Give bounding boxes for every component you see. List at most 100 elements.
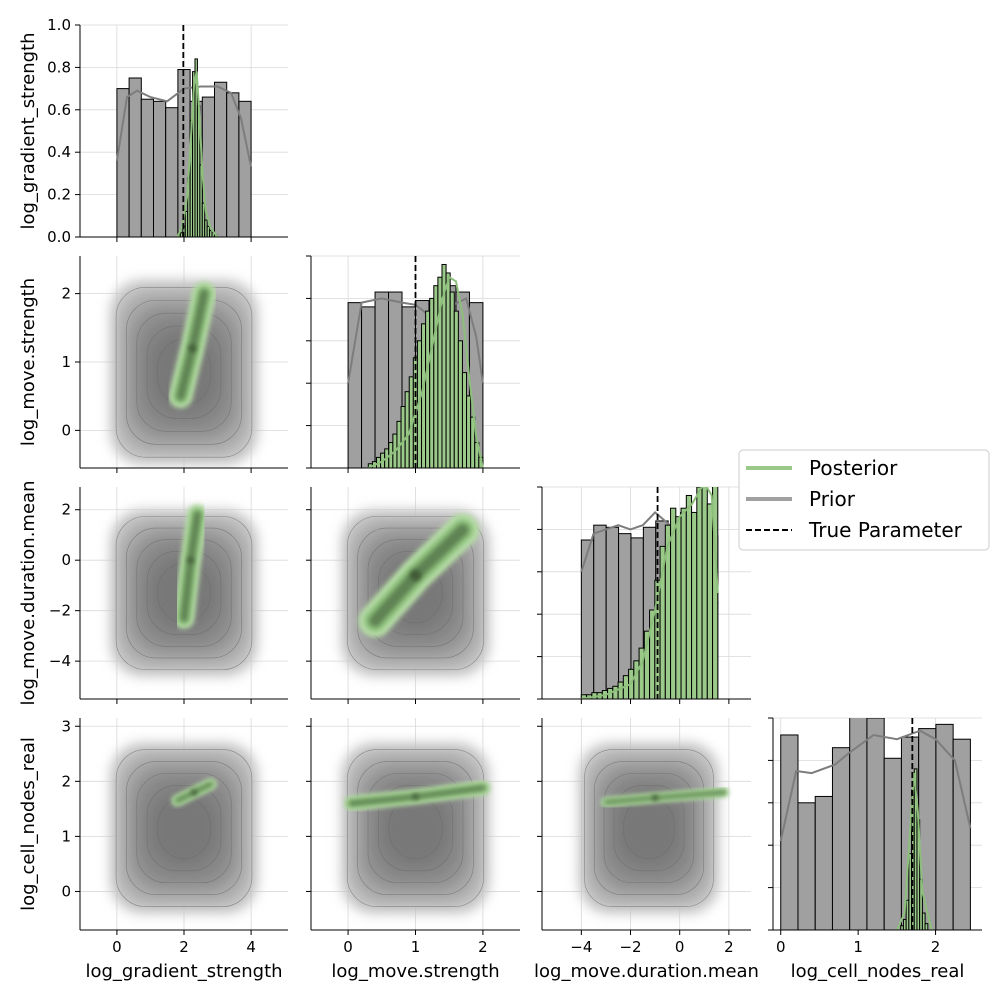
prior-hist-bar: [374, 291, 390, 468]
y-tick-label: 2: [61, 285, 71, 303]
posterior-hist-bar: [429, 297, 435, 468]
legend-label-posterior: Posterior: [809, 456, 898, 480]
y-tick-label: 0.4: [47, 143, 71, 161]
x-tick-label: 0: [343, 938, 353, 956]
prior-hist-bar: [128, 77, 142, 237]
legend-label-prior: Prior: [809, 487, 856, 511]
posterior-kde-contours: [343, 780, 491, 812]
posterior-hist-bar: [675, 516, 682, 699]
y-tick-label: −2: [49, 602, 71, 620]
panel-1-0: 0 1 2 log_move.strength: [18, 256, 288, 473]
posterior-hist-bar: [461, 372, 468, 468]
posterior-hist-bar: [404, 391, 410, 468]
prior-hist-bar: [213, 81, 228, 237]
posterior-hist-bar: [696, 487, 703, 699]
y-tick-label: −4: [49, 652, 71, 670]
prior-hist-bar: [814, 795, 833, 930]
x-tick-label: −2: [619, 938, 641, 956]
y-tick-label: 0.6: [47, 101, 71, 119]
y-axis-label: log_cell_nodes_real: [18, 737, 39, 911]
posterior-kde-line: [581, 487, 719, 699]
posterior-hist-bar: [433, 285, 439, 468]
x-axis-label: log_move.strength: [331, 961, 499, 982]
y-tick-label: 2: [61, 501, 71, 519]
prior-hist-bar: [605, 526, 620, 699]
posterior-kde-line: [367, 275, 484, 468]
posterior-hist-bar: [425, 310, 431, 468]
prior-hist-bar: [952, 738, 971, 930]
y-tick-label: 3: [61, 717, 71, 735]
panel-3-1: 0 1 2 log_move.strength: [306, 718, 520, 982]
prior-hist-bar: [226, 92, 240, 237]
posterior-hist-bar: [449, 291, 455, 468]
legend: Posterior Prior True Parameter: [738, 449, 990, 551]
panel-2-2: [537, 486, 751, 704]
y-tick-label: 1: [61, 353, 71, 371]
legend-box: [738, 449, 990, 551]
posterior-hist-bar: [453, 310, 459, 468]
y-tick-label: 0: [61, 421, 71, 439]
panel-3-0: 0 2 4 0 1 2 3 log_gradient_strength log_cell_nod…: [18, 717, 288, 982]
posterior-kde-contours: [171, 778, 217, 807]
prior-kde-contours: [578, 742, 720, 914]
prior-hist-bar: [140, 98, 155, 237]
x-tick-label: 0: [112, 938, 122, 956]
panel-2-1: [306, 487, 520, 704]
prior-kde-line: [779, 729, 972, 842]
y-tick-label: 1: [61, 827, 71, 845]
y-tick-label: 0.0: [47, 228, 71, 246]
prior-kde-contours: [110, 742, 258, 914]
posterior-hist-bar: [457, 340, 463, 468]
x-tick-label: −4: [570, 938, 592, 956]
x-tick-label: 0: [776, 938, 786, 956]
x-axis-label: log_move.duration.mean: [534, 961, 759, 982]
x-tick-label: 1: [411, 938, 421, 956]
posterior-hist-bar: [680, 507, 687, 699]
x-tick-label: 2: [478, 938, 488, 956]
y-tick-label: 0: [61, 882, 71, 900]
y-tick-label: 0: [61, 551, 71, 569]
prior-hist-bar: [347, 302, 363, 468]
posterior-hist-bar: [421, 323, 427, 468]
posterior-hist-bar: [691, 511, 698, 699]
y-tick-label: 0.8: [47, 58, 71, 76]
prior-hist-bar: [116, 88, 130, 237]
posterior-hist-bar: [466, 395, 472, 468]
prior-hist-bar: [593, 524, 607, 699]
y-tick-label: 1.0: [47, 16, 71, 34]
y-axis-label: log_gradient_strength: [18, 32, 39, 229]
posterior-hist-bar: [617, 681, 624, 699]
panel-2-0: −4 −2 0 2 log_move.duration.mean: [18, 481, 288, 706]
prior-hist-bar: [797, 802, 816, 930]
posterior-hist-bar: [633, 660, 640, 699]
posterior-hist-bar: [612, 685, 619, 699]
x-tick-label: 2: [931, 938, 941, 956]
prior-hist-bar: [153, 100, 167, 237]
prior-kde-contours: [341, 742, 490, 914]
posterior-hist-bar: [924, 923, 929, 930]
panel-3-2: −4 −2 0 2 log_move.duration.mean: [534, 718, 759, 982]
prior-hist-bar: [361, 306, 376, 468]
prior-hist-bar: [165, 107, 179, 237]
x-axis-label: log_gradient_strength: [85, 961, 282, 982]
y-axis-label: log_move.duration.mean: [18, 481, 39, 706]
prior-hist-bar: [866, 718, 885, 930]
prior-hist-bar: [883, 757, 902, 930]
x-tick-label: 4: [246, 938, 256, 956]
posterior-hist-bar: [400, 406, 406, 468]
prior-hist-bar: [831, 747, 851, 930]
x-tick-label: 0: [675, 938, 685, 956]
panel-0-0: 0.0 0.2 0.4 0.6 0.8 1.0 log_gradient_strength: [18, 16, 288, 246]
y-tick-label: 0.2: [47, 186, 71, 204]
x-axis-label: log_cell_nodes_real: [791, 961, 965, 982]
panel-1-1: [306, 255, 520, 473]
posterior-kde-contours: [168, 281, 217, 409]
posterior-kde-line: [895, 772, 933, 930]
posterior-kde-line: [176, 71, 219, 237]
posterior-hist-bar: [685, 494, 693, 699]
posterior-kde-contours: [173, 504, 208, 629]
posterior-hist-bar: [445, 272, 451, 468]
posterior-hist-bar: [706, 503, 714, 699]
